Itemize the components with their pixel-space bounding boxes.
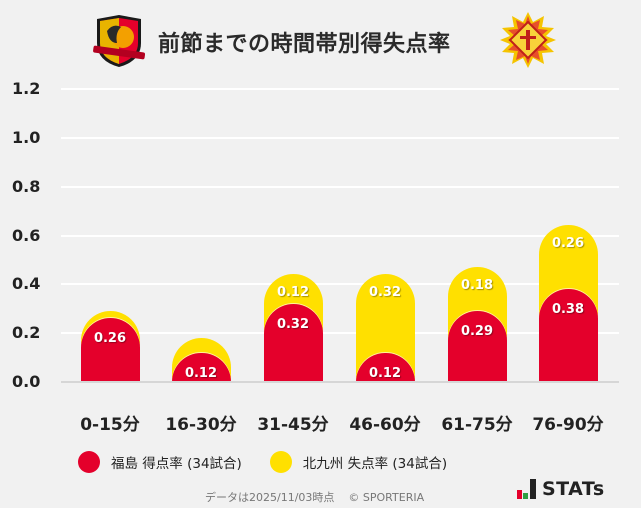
y-tick-label: 1.2 [12, 79, 41, 98]
x-tick-label: 76-90分 [532, 415, 604, 435]
x-tick-label: 31-45分 [257, 415, 329, 435]
legend-swatch-red-icon [78, 451, 100, 473]
bar-value-label: 0.26 [93, 331, 127, 347]
chart-header: 前節までの時間帯別得失点率 [0, 0, 641, 80]
x-axis-baseline [61, 381, 619, 383]
gridline [61, 137, 619, 139]
bar-value-label: 0.12 [368, 365, 402, 381]
data-date-note: データは2025/11/03時点 [205, 491, 335, 504]
y-tick-label: 0.0 [12, 372, 41, 391]
bar-value-label: 0.12 [184, 365, 218, 381]
legend-swatch-yellow-icon [269, 451, 292, 473]
y-tick-label: 0.6 [12, 226, 41, 245]
bar-value-label: 0.12 [276, 285, 310, 301]
legend-label: 福島 得点率 (34試合) [111, 456, 242, 472]
stats-logo: STATs [517, 477, 605, 499]
bar-value-label: 0.32 [368, 285, 402, 301]
gridline [61, 186, 619, 188]
gridline [61, 332, 619, 334]
legend-item-home: 福島 得点率 (34試合) [78, 451, 242, 473]
bar-value-label: 0.18 [460, 277, 494, 293]
x-tick-label: 61-75分 [441, 415, 513, 435]
bar-home-segment [263, 303, 323, 382]
gridline [61, 235, 619, 237]
chart-title: 前節までの時間帯別得失点率 [158, 32, 451, 57]
bar-value-label: 0.26 [551, 236, 585, 252]
copyright: © SPORTERIA [348, 491, 425, 504]
legend-label: 北九州 失点率 (34試合) [302, 456, 448, 472]
stats-bar-icon [523, 493, 528, 499]
legend-item-away: 北九州 失点率 (34試合) [269, 451, 448, 473]
x-tick-label: 46-60分 [349, 415, 421, 435]
y-tick-label: 0.2 [12, 323, 41, 342]
stats-brand-text: STATs [542, 478, 605, 500]
y-tick-label: 0.8 [12, 177, 41, 196]
bar-home-segment [447, 310, 507, 382]
stats-bar-icon [517, 490, 522, 499]
footer-note: データは2025/11/03時点 © SPORTERIA [205, 489, 424, 505]
gridline [61, 88, 619, 90]
bar-value-label: 0.32 [276, 316, 310, 332]
chart-legend: 福島 得点率 (34試合) 北九州 失点率 (34試合) [78, 450, 475, 474]
bar-home-segment [80, 318, 140, 382]
fukushima-united-crest-icon [93, 15, 145, 67]
bar-home-segment [538, 288, 598, 382]
y-tick-label: 1.0 [12, 128, 41, 147]
x-tick-label: 0-15分 [80, 415, 140, 435]
stats-bar-icon [530, 479, 536, 499]
bar-value-label: 0.29 [460, 323, 494, 339]
bar-value-label: 0.38 [551, 301, 585, 317]
chart-plot-area: 1.2 1.0 0.8 0.6 0.4 0.2 0.0 0.26 0.12 0.32… [12, 79, 619, 435]
giravanz-kitakyushu-crest-icon [500, 12, 556, 68]
y-tick-label: 0.4 [12, 274, 41, 293]
gridline [61, 283, 619, 285]
x-tick-label: 16-30分 [165, 415, 237, 435]
